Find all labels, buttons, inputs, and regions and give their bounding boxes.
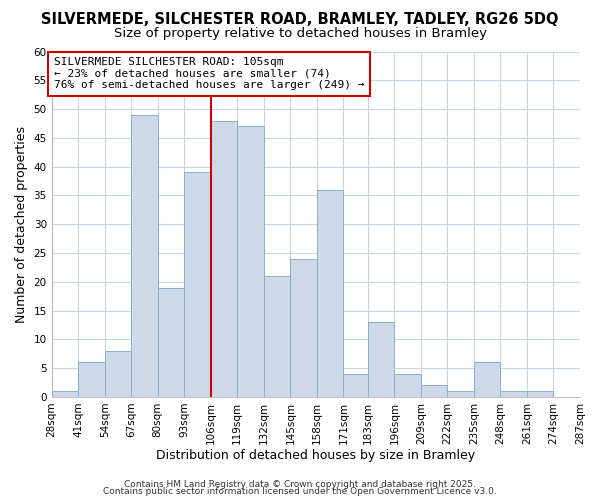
Text: SILVERMEDE, SILCHESTER ROAD, BRAMLEY, TADLEY, RG26 5DQ: SILVERMEDE, SILCHESTER ROAD, BRAMLEY, TA… (41, 12, 559, 28)
Text: Contains public sector information licensed under the Open Government Licence v3: Contains public sector information licen… (103, 488, 497, 496)
Bar (211, 120, 237, 397)
Bar (52, 391, 78, 397)
Bar (474, 362, 500, 397)
Bar (394, 374, 421, 397)
Bar (78, 362, 105, 397)
Bar (237, 126, 264, 397)
X-axis label: Distribution of detached houses by size in Bramley: Distribution of detached houses by size … (156, 450, 475, 462)
Bar (500, 391, 527, 397)
Bar (368, 322, 394, 397)
Bar (184, 172, 211, 397)
Bar (421, 386, 448, 397)
Bar (290, 259, 317, 397)
Bar (448, 391, 474, 397)
Text: SILVERMEDE SILCHESTER ROAD: 105sqm
← 23% of detached houses are smaller (74)
76%: SILVERMEDE SILCHESTER ROAD: 105sqm ← 23%… (54, 58, 364, 90)
Y-axis label: Number of detached properties: Number of detached properties (15, 126, 28, 322)
Bar (131, 115, 158, 397)
Bar (105, 351, 131, 397)
Text: Size of property relative to detached houses in Bramley: Size of property relative to detached ho… (113, 28, 487, 40)
Bar (527, 391, 553, 397)
Bar (158, 288, 184, 397)
Text: Contains HM Land Registry data © Crown copyright and database right 2025.: Contains HM Land Registry data © Crown c… (124, 480, 476, 489)
Bar (317, 190, 343, 397)
Bar (264, 276, 290, 397)
Bar (343, 374, 368, 397)
